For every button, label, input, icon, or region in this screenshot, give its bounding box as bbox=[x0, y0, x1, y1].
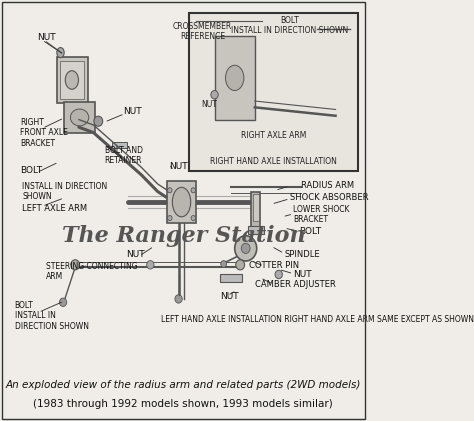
Text: BOLT: BOLT bbox=[299, 227, 321, 236]
Text: RIGHT HAND AXLE INSTALLATION: RIGHT HAND AXLE INSTALLATION bbox=[210, 157, 337, 165]
Text: NUT: NUT bbox=[220, 292, 238, 301]
Bar bbox=[247, 226, 264, 234]
Ellipse shape bbox=[241, 243, 250, 253]
Ellipse shape bbox=[57, 48, 64, 58]
Text: CAMBER ADJUSTER: CAMBER ADJUSTER bbox=[255, 280, 336, 289]
Text: BOLT
INSTALL IN
DIRECTION SHOWN: BOLT INSTALL IN DIRECTION SHOWN bbox=[15, 301, 89, 330]
Text: NUT: NUT bbox=[201, 100, 217, 109]
Text: COTTER PIN: COTTER PIN bbox=[249, 261, 300, 270]
Bar bbox=[57, 57, 88, 103]
Ellipse shape bbox=[211, 91, 218, 99]
Ellipse shape bbox=[94, 116, 103, 126]
Text: RIGHT
FRONT AXLE
BRACKET: RIGHT FRONT AXLE BRACKET bbox=[20, 118, 68, 147]
Ellipse shape bbox=[175, 295, 182, 303]
Text: LOWER SHOCK
BRACKET: LOWER SHOCK BRACKET bbox=[293, 205, 350, 224]
Ellipse shape bbox=[226, 65, 244, 91]
Ellipse shape bbox=[236, 260, 245, 270]
Bar bbox=[215, 36, 255, 120]
Ellipse shape bbox=[235, 236, 257, 261]
Bar bbox=[64, 102, 95, 133]
Text: BOLT: BOLT bbox=[20, 166, 42, 175]
Text: (1983 through 1992 models shown, 1993 models similar): (1983 through 1992 models shown, 1993 mo… bbox=[34, 399, 333, 409]
Text: NUT: NUT bbox=[127, 250, 145, 259]
Text: SHOCK ABSORBER: SHOCK ABSORBER bbox=[290, 193, 368, 203]
Ellipse shape bbox=[71, 109, 89, 126]
Text: CROSSMEMBER
REFERENCE: CROSSMEMBER REFERENCE bbox=[173, 22, 232, 41]
Text: INSTALL IN DIRECTION
SHOWN: INSTALL IN DIRECTION SHOWN bbox=[22, 182, 107, 201]
Ellipse shape bbox=[191, 216, 195, 221]
Bar bbox=[112, 142, 127, 148]
Text: The Ranger Station: The Ranger Station bbox=[63, 225, 306, 247]
Ellipse shape bbox=[168, 216, 172, 221]
Text: RADIUS ARM: RADIUS ARM bbox=[301, 181, 354, 190]
Text: RIGHT AXLE ARM: RIGHT AXLE ARM bbox=[240, 131, 306, 140]
Ellipse shape bbox=[191, 188, 195, 193]
Text: BOLT AND
RETAINER: BOLT AND RETAINER bbox=[104, 146, 143, 165]
Ellipse shape bbox=[71, 260, 80, 270]
Ellipse shape bbox=[168, 188, 172, 193]
Text: BOLT
INSTALL IN DIRECTION SHOWN: BOLT INSTALL IN DIRECTION SHOWN bbox=[231, 16, 349, 35]
Bar bbox=[253, 194, 258, 221]
Text: LEFT HAND AXLE INSTALLATION RIGHT HAND AXLE ARM SAME EXCEPT AS SHOWN: LEFT HAND AXLE INSTALLATION RIGHT HAND A… bbox=[161, 314, 474, 324]
Text: NUT: NUT bbox=[123, 107, 141, 116]
Bar bbox=[251, 192, 260, 229]
Ellipse shape bbox=[221, 261, 227, 267]
Bar bbox=[167, 181, 196, 223]
Text: STEERING CONNECTING
ARM: STEERING CONNECTING ARM bbox=[46, 262, 137, 281]
Text: NUT: NUT bbox=[169, 162, 187, 171]
Bar bbox=[189, 13, 357, 171]
Ellipse shape bbox=[65, 71, 79, 89]
Text: NUT: NUT bbox=[36, 33, 55, 43]
Ellipse shape bbox=[275, 270, 283, 279]
Text: SPINDLE: SPINDLE bbox=[284, 250, 320, 259]
Bar bbox=[60, 61, 83, 99]
Text: LEFT AXLE ARM: LEFT AXLE ARM bbox=[22, 204, 87, 213]
Text: NUT: NUT bbox=[293, 270, 312, 279]
Text: An exploded view of the radius arm and related parts (2WD models): An exploded view of the radius arm and r… bbox=[6, 380, 361, 390]
Ellipse shape bbox=[59, 298, 67, 306]
Ellipse shape bbox=[146, 261, 154, 269]
Ellipse shape bbox=[173, 187, 191, 217]
Bar bbox=[220, 274, 242, 282]
